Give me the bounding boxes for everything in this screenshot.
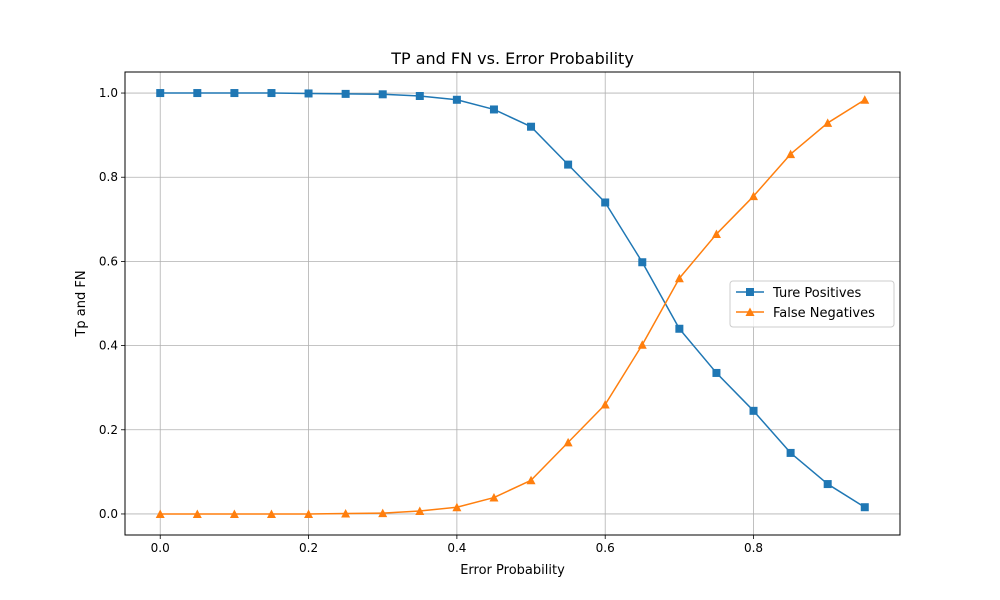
x-axis-label: Error Probability bbox=[460, 563, 565, 578]
chart-title: TP and FN vs. Error Probability bbox=[390, 49, 634, 68]
legend-label-fn: False Negatives bbox=[773, 306, 875, 321]
data-point-triangle bbox=[489, 493, 499, 502]
x-tick-label: 0.6 bbox=[596, 541, 615, 555]
data-point-triangle bbox=[711, 229, 721, 239]
data-point-triangle bbox=[860, 95, 870, 104]
series-line bbox=[160, 99, 866, 515]
data-point-triangle bbox=[304, 509, 314, 518]
data-point-square bbox=[341, 89, 350, 98]
legend-marker-tp bbox=[746, 288, 754, 296]
y-tick-label: 0.8 bbox=[99, 170, 118, 184]
data-point-triangle bbox=[266, 509, 276, 518]
data-point-triangle bbox=[786, 149, 796, 159]
data-point-triangle bbox=[415, 506, 425, 516]
y-tick-label: 0.6 bbox=[99, 254, 118, 268]
data-point-square bbox=[712, 368, 721, 377]
data-point-triangle bbox=[600, 400, 610, 409]
y-tick-label: 0.0 bbox=[99, 507, 118, 521]
data-point-square bbox=[378, 90, 387, 99]
data-point-square bbox=[304, 89, 313, 98]
series-line bbox=[160, 92, 866, 508]
legend-marker-fn bbox=[745, 307, 755, 316]
plot-frame bbox=[124, 71, 901, 536]
x-axis-ticks: 0.0 0.2 0.4 0.6 0.8 bbox=[151, 535, 763, 555]
data-point-triangle bbox=[749, 191, 759, 201]
x-tick-label: 0.8 bbox=[744, 541, 763, 555]
y-tick-label: 1.0 bbox=[99, 86, 118, 100]
y-tick-label: 0.4 bbox=[99, 339, 118, 353]
data-point-triangle bbox=[155, 509, 165, 518]
data-point-triangle bbox=[192, 509, 202, 518]
y-tick-label: 0.2 bbox=[99, 423, 118, 437]
data-point-triangle bbox=[452, 502, 462, 512]
data-point-square bbox=[564, 160, 573, 169]
data-point-square bbox=[489, 105, 498, 114]
data-point-square bbox=[823, 480, 832, 489]
data-point-square bbox=[749, 406, 758, 415]
data-point-square bbox=[675, 324, 684, 333]
y-axis-ticks: 0.0 0.2 0.4 0.6 0.8 1.0 bbox=[99, 86, 125, 521]
data-point-square bbox=[638, 258, 647, 267]
data-point-square bbox=[601, 198, 610, 207]
legend-box bbox=[729, 280, 895, 328]
data-point-triangle bbox=[526, 475, 536, 485]
series-true-positives bbox=[156, 89, 869, 512]
data-point-triangle bbox=[637, 340, 647, 349]
data-point-square bbox=[415, 91, 424, 100]
series-layer bbox=[155, 89, 870, 518]
legend-label-tp: Ture Positives bbox=[772, 286, 862, 301]
x-tick-label: 0.4 bbox=[447, 541, 466, 555]
x-tick-label: 0.0 bbox=[151, 541, 170, 555]
series-false-negatives bbox=[155, 95, 870, 518]
data-point-square bbox=[156, 89, 165, 98]
data-point-square bbox=[860, 503, 869, 512]
data-point-square bbox=[527, 122, 536, 131]
x-tick-label: 0.2 bbox=[299, 541, 318, 555]
data-point-triangle bbox=[823, 118, 833, 127]
data-point-triangle bbox=[341, 509, 351, 518]
data-point-square bbox=[786, 448, 795, 457]
y-axis-label: Tp and FN bbox=[74, 270, 89, 337]
legend: Ture Positives False Negatives bbox=[729, 280, 895, 328]
data-point-triangle bbox=[563, 437, 573, 447]
data-point-triangle bbox=[229, 509, 239, 518]
data-point-square bbox=[267, 89, 276, 98]
data-point-triangle bbox=[378, 508, 388, 518]
data-point-square bbox=[193, 89, 202, 98]
data-point-square bbox=[230, 89, 239, 98]
data-point-square bbox=[452, 95, 461, 104]
data-point-triangle bbox=[674, 273, 684, 283]
